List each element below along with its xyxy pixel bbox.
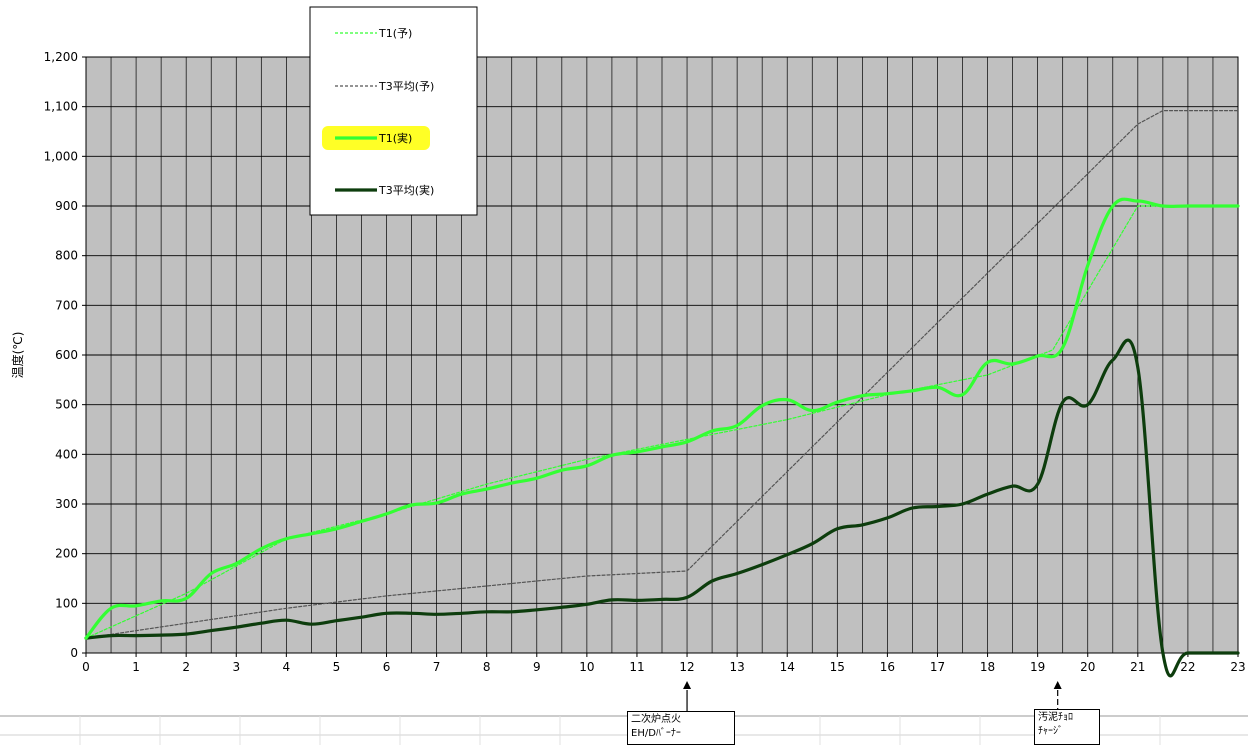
x-tick-label: 20 (1080, 660, 1095, 674)
legend: T1(予) T3平均(予) T1(実) T3平均(実) (310, 7, 477, 215)
x-tick-label: 13 (729, 660, 744, 674)
y-tick-label: 600 (55, 348, 78, 362)
x-tick-label: 7 (433, 660, 441, 674)
y-tick-label: 300 (55, 497, 78, 511)
x-tick-label: 15 (830, 660, 845, 674)
x-axis-ticks: 0 1 2 3 4 5 6 7 8 9 10 11 12 13 14 15 16 17 18 19 20 21 22 23 (82, 653, 1245, 674)
x-tick-label: 1 (132, 660, 140, 674)
x-tick-label: 19 (1030, 660, 1045, 674)
x-tick-label: 9 (533, 660, 541, 674)
x-tick-label: 2 (182, 660, 190, 674)
y-tick-label: 700 (55, 298, 78, 312)
annotation-arrow-head (683, 681, 691, 689)
y-tick-label: 1,200 (44, 50, 78, 64)
y-tick-label: 900 (55, 199, 78, 213)
y-tick-label: 100 (55, 596, 78, 610)
x-tick-label: 16 (880, 660, 895, 674)
x-tick-label: 8 (483, 660, 491, 674)
annotation-text: ﾁｬｰｼﾞ (1038, 725, 1096, 739)
y-axis-label: 温度(℃) (10, 332, 25, 379)
x-tick-label: 18 (980, 660, 995, 674)
x-tick-label: 14 (780, 660, 795, 674)
legend-label: T3平均(実) (378, 183, 434, 197)
y-tick-label: 0 (70, 646, 78, 660)
y-tick-label: 500 (55, 398, 78, 412)
x-tick-label: 22 (1180, 660, 1195, 674)
x-tick-label: 12 (679, 660, 694, 674)
y-tick-label: 1,100 (44, 100, 78, 114)
legend-label: T1(予) (378, 27, 412, 40)
legend-label: T1(実) (378, 131, 412, 145)
annotation-arrow-head (1054, 681, 1062, 689)
x-tick-label: 0 (82, 660, 90, 674)
annotation-arrows (683, 681, 1062, 711)
y-tick-label: 1,000 (44, 149, 78, 163)
x-tick-label: 4 (283, 660, 291, 674)
y-tick-label: 200 (55, 547, 78, 561)
x-tick-label: 17 (930, 660, 945, 674)
x-tick-label: 23 (1230, 660, 1245, 674)
x-tick-label: 3 (232, 660, 240, 674)
annotation-box: 二次炉点火 EH/Dﾊﾞｰﾅｰ (627, 711, 735, 745)
annotation-text: 汚泥ﾁｮﾛ (1038, 711, 1096, 725)
annotation-box: 汚泥ﾁｮﾛ ﾁｬｰｼﾞ (1034, 709, 1100, 745)
annotation-text: 二次炉点火 (631, 713, 731, 727)
temperature-chart: 01002003004005006007008009001,0001,1001,… (0, 0, 1248, 712)
legend-label: T3平均(予) (378, 80, 434, 93)
y-tick-label: 800 (55, 249, 78, 263)
x-tick-label: 21 (1130, 660, 1145, 674)
y-axis-ticks: 0 100 200 300 400 500 600 700 800 900 1,000 1,100 1,… (44, 50, 86, 660)
x-tick-label: 6 (383, 660, 391, 674)
x-tick-label: 5 (333, 660, 341, 674)
annotation-text: EH/Dﾊﾞｰﾅｰ (631, 727, 731, 741)
x-tick-label: 10 (579, 660, 594, 674)
y-tick-label: 400 (55, 447, 78, 461)
x-tick-label: 11 (629, 660, 644, 674)
